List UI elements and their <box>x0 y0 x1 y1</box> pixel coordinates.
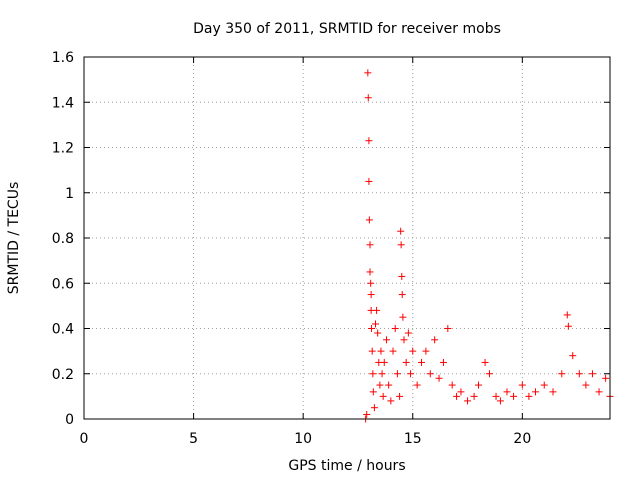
data-point <box>525 392 533 400</box>
data-point <box>396 392 404 400</box>
data-point <box>373 306 381 314</box>
data-point <box>365 137 373 145</box>
data-point <box>366 241 374 249</box>
data-point <box>397 241 405 249</box>
data-point <box>387 397 395 405</box>
y-tick-label: 0 <box>65 412 74 428</box>
plot-frame <box>83 56 611 420</box>
x-tick-label: 5 <box>189 431 198 447</box>
data-point <box>435 374 443 382</box>
data-point <box>422 347 430 355</box>
data-point <box>400 336 408 344</box>
data-point <box>448 381 456 389</box>
data-point <box>464 397 472 405</box>
data-point <box>569 352 577 360</box>
data-points <box>362 69 614 423</box>
data-point <box>575 370 583 378</box>
data-point <box>485 370 493 378</box>
data-point <box>378 370 386 378</box>
data-point <box>391 325 399 332</box>
data-point <box>364 94 372 102</box>
data-point <box>563 311 571 319</box>
data-point <box>457 388 465 396</box>
y-tick-label: 1.2 <box>52 141 74 157</box>
data-point <box>510 392 518 400</box>
data-point <box>470 392 478 400</box>
data-point <box>595 388 603 396</box>
data-point <box>564 322 572 330</box>
data-point <box>582 381 590 389</box>
data-point <box>418 358 426 366</box>
y-tick-label: 1.6 <box>52 50 74 66</box>
data-point <box>444 325 452 332</box>
chart-title: Day 350 of 2011, SRMTID for receiver mob… <box>193 21 501 37</box>
x-tick-label: 0 <box>80 431 89 447</box>
data-point <box>377 347 385 355</box>
x-axis-label: GPS time / hours <box>288 458 405 474</box>
data-point <box>426 370 434 378</box>
data-point <box>398 272 406 280</box>
x-tick-label: 15 <box>404 431 422 447</box>
data-point <box>367 279 375 287</box>
y-tick-label: 0.8 <box>52 231 74 247</box>
data-point <box>397 227 405 235</box>
data-point <box>368 325 376 332</box>
data-point <box>366 268 374 276</box>
data-point <box>588 370 596 378</box>
data-point <box>385 381 393 389</box>
y-tick-label: 0.4 <box>52 322 74 338</box>
data-point <box>496 397 504 405</box>
data-point <box>374 329 382 337</box>
data-point <box>365 216 373 224</box>
data-point <box>382 336 390 344</box>
grid-layer <box>84 57 610 419</box>
data-point <box>602 374 610 382</box>
data-point <box>379 392 387 400</box>
data-point <box>393 370 401 378</box>
data-point <box>413 381 421 389</box>
data-point <box>518 381 526 389</box>
data-point <box>404 329 412 337</box>
data-point <box>407 370 415 378</box>
data-point <box>365 177 373 185</box>
data-point <box>481 358 489 366</box>
data-point <box>402 358 410 366</box>
data-point <box>367 291 375 299</box>
data-point <box>399 313 407 321</box>
data-point <box>549 388 557 396</box>
data-point <box>439 358 447 366</box>
data-point <box>475 381 482 389</box>
data-point <box>398 291 406 299</box>
data-point <box>371 320 379 328</box>
y-tick-label: 1 <box>65 186 74 202</box>
axis-ticks: 0 0.2 0.4 0.6 0.8 1 1.2 1.4 1.6 0 5 10 15 20 <box>52 50 610 447</box>
y-axis-label: SRMTID / TECUs <box>6 182 22 295</box>
data-point <box>368 347 376 355</box>
data-point <box>431 336 439 344</box>
data-point <box>531 388 539 396</box>
data-point <box>380 358 388 366</box>
x-tick-label: 10 <box>294 431 312 447</box>
data-point <box>376 381 384 389</box>
x-tick-label: 20 <box>513 431 531 447</box>
y-tick-label: 0.2 <box>52 367 74 383</box>
data-point <box>453 392 461 400</box>
data-point <box>363 410 371 418</box>
data-point <box>558 370 566 378</box>
data-point <box>370 404 378 412</box>
data-point <box>369 388 377 396</box>
data-point <box>503 388 511 396</box>
data-point <box>389 347 397 355</box>
data-point <box>364 69 372 77</box>
y-tick-label: 0.6 <box>52 276 74 292</box>
data-point <box>540 381 548 389</box>
data-point <box>369 370 377 378</box>
data-point <box>492 392 500 400</box>
y-tick-label: 1.4 <box>52 95 74 111</box>
data-point <box>409 347 417 355</box>
